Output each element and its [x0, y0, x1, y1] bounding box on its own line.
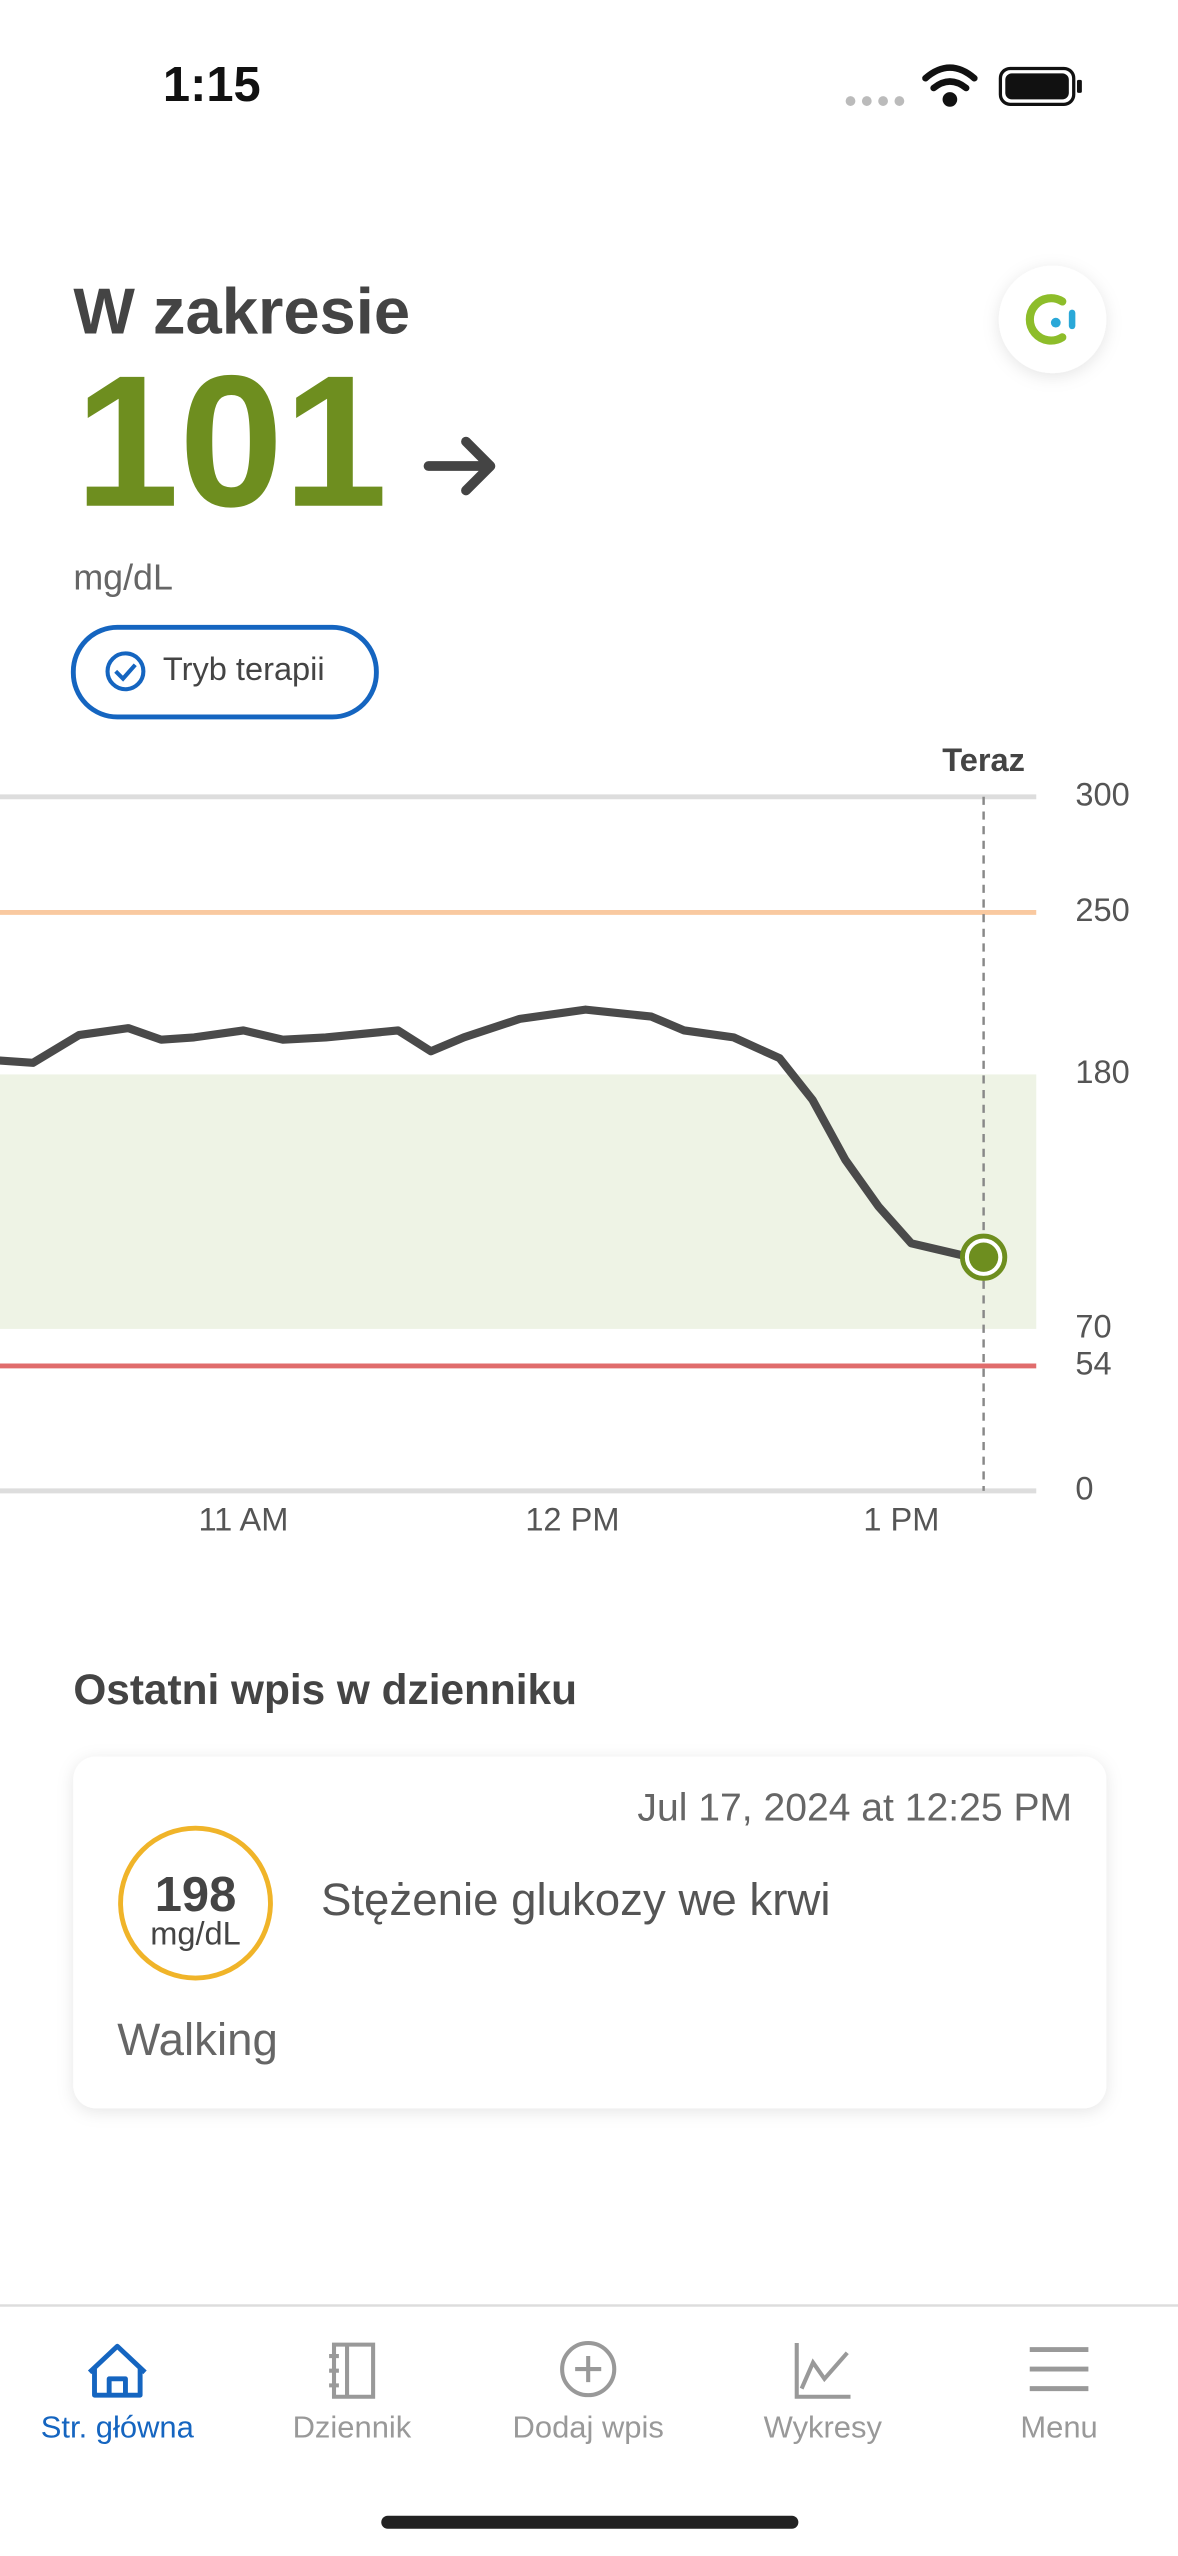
status-label: W zakresie: [73, 274, 410, 347]
status-time: 1:15: [163, 58, 261, 112]
tab-label: Dodaj wpis: [513, 2410, 664, 2445]
value-ring: [118, 1825, 273, 1981]
log-unit: mg/dL: [150, 1915, 241, 1951]
wifi-icon: [922, 64, 978, 107]
tab[interactable]: Menu: [1020, 2347, 1098, 2445]
x-tick-label: 11 AM: [198, 1501, 288, 1537]
add-icon: [560, 2340, 617, 2398]
badge-icon: [105, 651, 146, 692]
add-plus: [575, 2356, 602, 2383]
log-note: Walking: [117, 2014, 278, 2065]
battery-icon: [998, 66, 1082, 106]
therapy-badge[interactable]: Tryb terapii: [70, 624, 379, 720]
now-label: Teraz: [942, 742, 1025, 778]
app-logo[interactable]: [998, 265, 1107, 374]
y-tick-label: 250: [1075, 892, 1129, 928]
y-tick-label: 54: [1075, 1346, 1111, 1382]
logo-dot: [1050, 317, 1061, 328]
tab-label: Menu: [1020, 2410, 1097, 2445]
trend-arrow: [423, 436, 496, 496]
card-background: [73, 1756, 1107, 2109]
log-card[interactable]: Jul 17, 2024 at 12:25 PM 198 mg/dL Stęże…: [73, 1756, 1107, 2109]
badge-outline: [70, 624, 379, 720]
log-value: 198: [155, 1868, 237, 1922]
y-tick-label: 180: [1075, 1054, 1129, 1090]
journal-icon: [329, 2342, 376, 2399]
tab[interactable]: Wykresy: [764, 2343, 883, 2445]
tab[interactable]: Dziennik: [293, 2342, 412, 2445]
log-date: Jul 17, 2024 at 12:25 PM: [637, 1787, 1072, 1830]
x-tick-label: 12 PM: [525, 1501, 619, 1537]
y-tick-label: 0: [1075, 1470, 1093, 1506]
tab-label: Wykresy: [764, 2410, 883, 2445]
home-indicator: [381, 2515, 799, 2529]
y-tick-label: 70: [1075, 1309, 1111, 1345]
glucose-reading: 101: [75, 336, 388, 546]
glucose-line: [0, 1005, 988, 1262]
tab-label: Str. główna: [41, 2410, 195, 2445]
logo-arc: [1025, 294, 1067, 345]
target-range: [0, 1074, 1037, 1329]
section-title: Ostatni wpis w dzienniku: [73, 1666, 577, 1713]
home-icon: [87, 2343, 147, 2398]
badge-label: Tryb terapii: [163, 651, 325, 687]
signal-icon: [845, 96, 905, 106]
tab-label: Dziennik: [293, 2410, 412, 2445]
log-description: Stężenie glukozy we krwi: [321, 1874, 831, 1925]
y-tick-label: 300: [1075, 776, 1129, 812]
badge-check: [114, 663, 137, 682]
tab[interactable]: Str. główna: [41, 2343, 195, 2445]
tab[interactable]: Dodaj wpis: [513, 2340, 664, 2445]
logo-bar: [1068, 309, 1076, 330]
reading-unit: mg/dL: [73, 558, 173, 598]
current-marker-dot: [968, 1242, 999, 1272]
menu-icon: [1029, 2347, 1089, 2392]
x-tick-label: 1 PM: [863, 1501, 939, 1537]
charts-icon: [794, 2343, 851, 2399]
